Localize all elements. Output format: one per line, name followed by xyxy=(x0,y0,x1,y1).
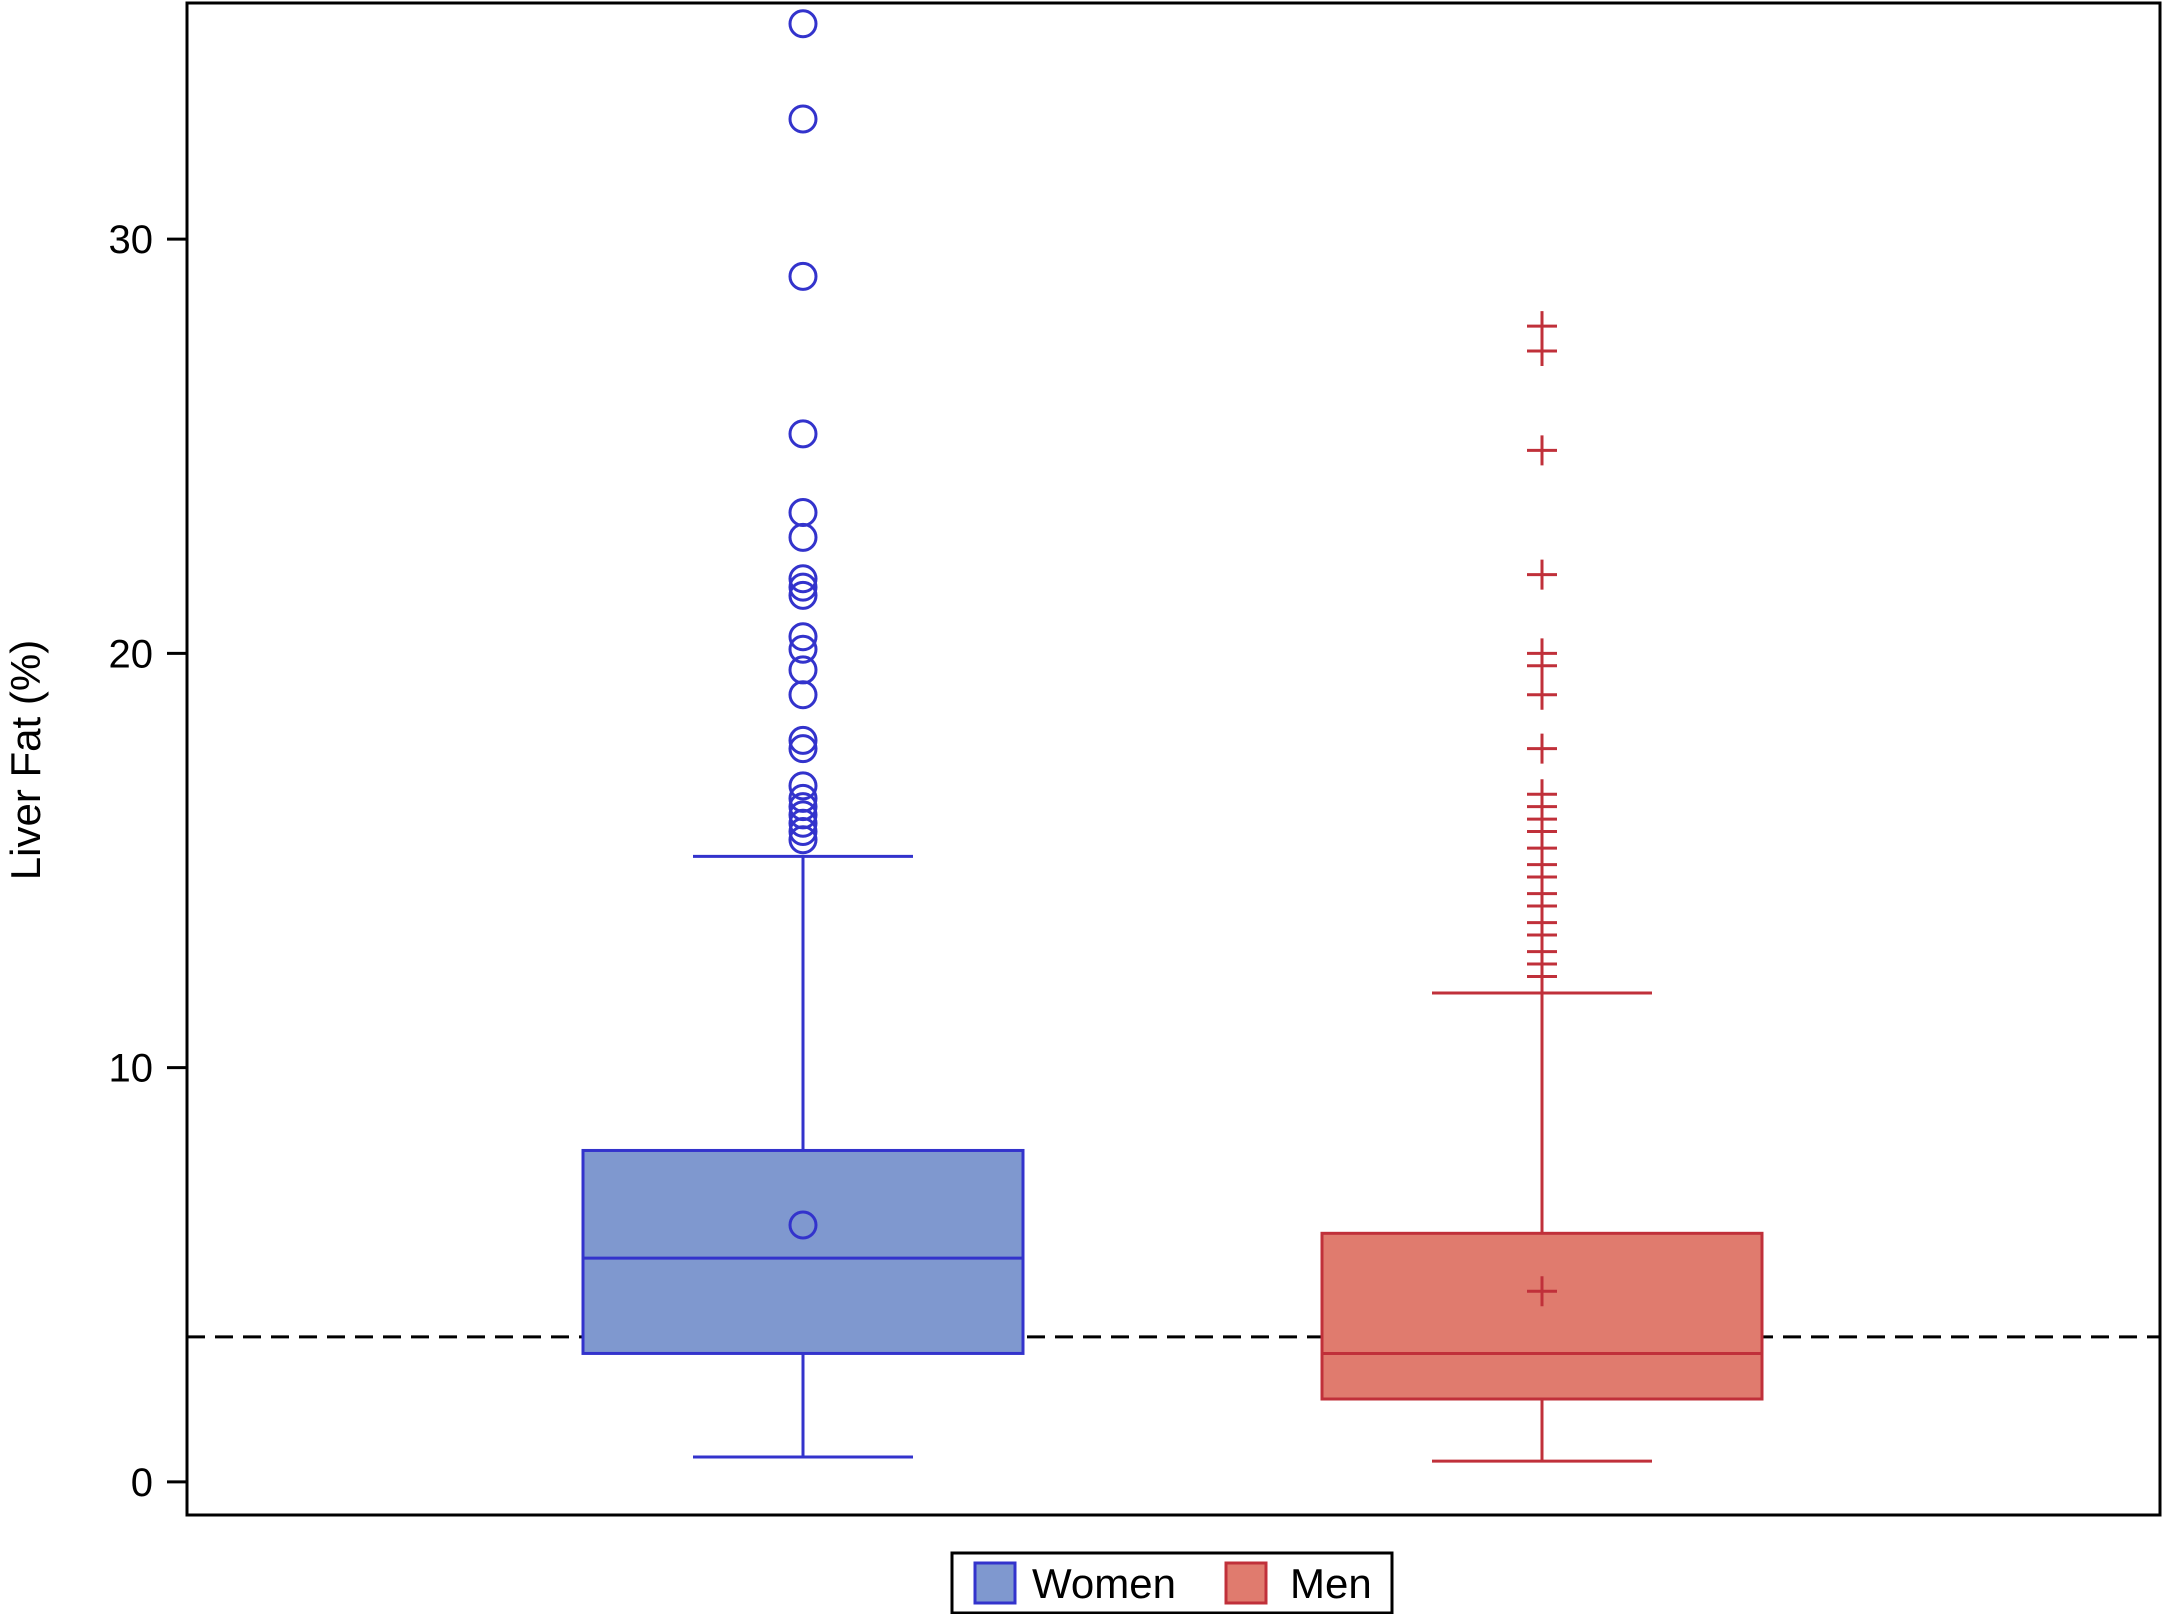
iqr-box-men xyxy=(1320,1231,1764,1401)
outlier-point-women xyxy=(788,261,818,291)
legend: Women Men xyxy=(950,1551,1394,1614)
outlier-point-men xyxy=(1527,679,1557,710)
legend-swatch-women xyxy=(973,1561,1017,1605)
outlier-point-women xyxy=(788,419,818,449)
plot-frame xyxy=(185,1,2162,1517)
box-women xyxy=(581,854,1025,1459)
y-tick-label: 20 xyxy=(109,632,154,676)
legend-label-men: Men xyxy=(1290,1560,1372,1607)
outlier-point-women xyxy=(788,522,818,552)
outlier-point-women xyxy=(788,564,818,594)
outlier-point-men xyxy=(1527,435,1557,466)
outlier-point-women xyxy=(788,104,818,134)
outlier-point-women xyxy=(788,680,818,710)
outlier-point-women xyxy=(788,9,818,39)
mean-marker-women xyxy=(788,1210,818,1240)
outlier-point-men xyxy=(1527,650,1557,681)
mean-marker-men xyxy=(1527,1276,1557,1307)
outlier-point-women xyxy=(788,816,818,846)
box-men xyxy=(1320,991,1764,1463)
iqr-box-women xyxy=(581,1148,1025,1355)
outlier-point-men xyxy=(1527,961,1557,992)
outlier-point-women xyxy=(788,725,818,755)
y-tick-label: 0 xyxy=(131,1461,153,1505)
outlier-point-men xyxy=(1527,733,1557,764)
outlier-point-men xyxy=(1527,559,1557,590)
outlier-point-women xyxy=(788,808,818,838)
legend-label-women: Women xyxy=(1032,1560,1176,1607)
outlier-point-women xyxy=(788,771,818,801)
outlier-point-women xyxy=(788,580,818,610)
legend-swatch-men xyxy=(1224,1561,1268,1605)
outlier-point-women xyxy=(788,622,818,652)
outlier-point-men xyxy=(1527,335,1557,366)
outlier-point-women xyxy=(788,825,818,855)
outlier-point-women xyxy=(788,572,818,602)
outlier-point-women xyxy=(788,498,818,528)
outlier-point-women xyxy=(788,634,818,664)
y-tick-label: 30 xyxy=(109,218,154,262)
y-axis-title: Liver Fat (%) xyxy=(2,640,49,880)
outlier-point-women xyxy=(788,734,818,764)
y-tick-label: 10 xyxy=(109,1047,154,1091)
legend-frame xyxy=(950,1551,1394,1614)
